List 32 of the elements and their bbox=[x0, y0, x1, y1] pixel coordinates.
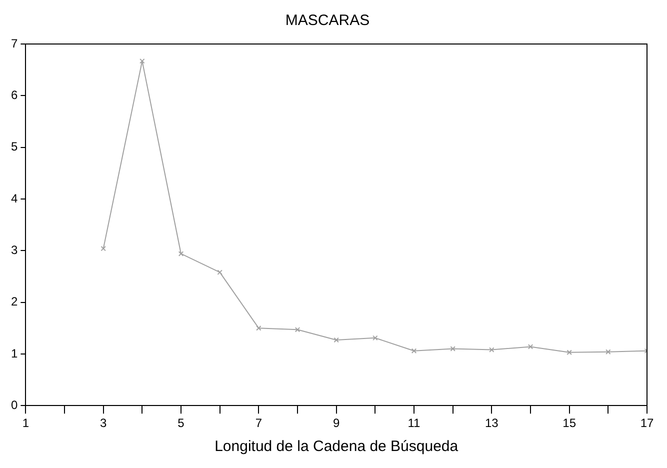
point bbox=[334, 337, 339, 343]
x-tick-label: 1 bbox=[22, 416, 30, 430]
x-axis-title: Longitud de la Cadena de Búsqueda bbox=[214, 438, 459, 456]
y-tick-label: 7 bbox=[10, 36, 18, 50]
point bbox=[450, 346, 456, 352]
point bbox=[489, 347, 494, 352]
point bbox=[217, 270, 222, 275]
y-tick-label: 3 bbox=[10, 242, 18, 257]
x-tick-label: 5 bbox=[178, 416, 185, 430]
y-tick-label: 1 bbox=[10, 346, 18, 360]
x-tick-label: 11 bbox=[408, 416, 421, 430]
point bbox=[256, 325, 262, 331]
x-tick-label: 9 bbox=[332, 416, 340, 430]
x-tick-label: 3 bbox=[100, 416, 107, 430]
y-tick-label: 6 bbox=[10, 88, 18, 102]
x-tick-label: 17 bbox=[640, 416, 654, 430]
point bbox=[528, 344, 534, 350]
y-tick-label: 0 bbox=[10, 398, 18, 412]
point bbox=[606, 349, 611, 354]
y-tick-label: 5 bbox=[10, 140, 18, 154]
point bbox=[411, 348, 417, 354]
point bbox=[178, 251, 184, 256]
point bbox=[372, 335, 378, 341]
y-tick-label: 4 bbox=[10, 191, 18, 206]
x-tick-label: 15 bbox=[562, 416, 576, 430]
point bbox=[294, 327, 300, 332]
x-tick-label: 13 bbox=[484, 416, 499, 430]
point bbox=[566, 350, 572, 356]
point bbox=[140, 58, 145, 64]
y-tick-label: 2 bbox=[10, 294, 18, 309]
x-tick-label: 7 bbox=[255, 416, 262, 430]
chart-title: MASCARAS bbox=[285, 12, 370, 30]
